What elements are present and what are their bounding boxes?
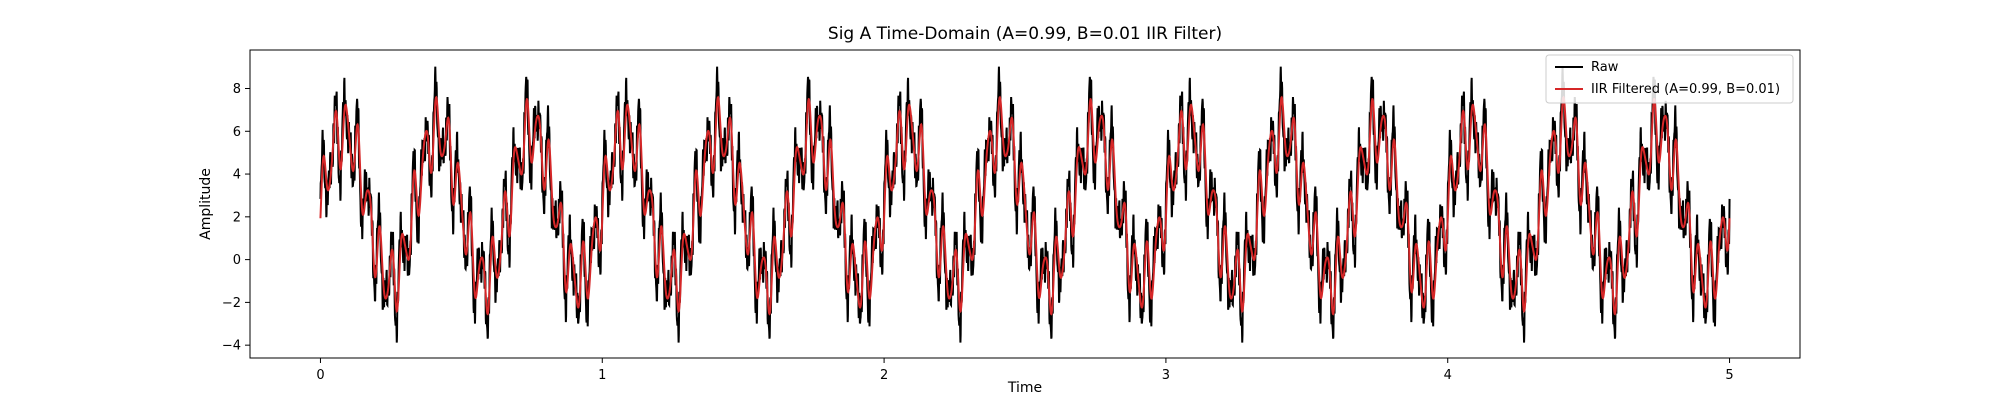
- y-tick-label: 8: [233, 82, 241, 97]
- x-tick-label: 1: [598, 368, 606, 383]
- plot-area: [249, 49, 1801, 359]
- filtered-series-line: [319, 95, 1731, 316]
- x-tick-label: 3: [1162, 368, 1170, 383]
- y-tick-label: 0: [233, 253, 241, 268]
- legend-label-filtered: IIR Filtered (A=0.99, B=0.01): [1591, 82, 1780, 97]
- x-tick-label: 5: [1725, 368, 1733, 383]
- y-axis-label: Amplitude: [198, 168, 214, 240]
- y-tick-label: 6: [233, 125, 241, 140]
- x-tick-label: 0: [316, 368, 324, 383]
- plot-frame: [249, 49, 1801, 359]
- chart-title: Sig A Time-Domain (A=0.99, B=0.01 IIR Fi…: [828, 24, 1222, 44]
- x-tick-label: 2: [880, 368, 888, 383]
- x-axis: 0 1 2 3 4 5: [316, 358, 1734, 383]
- y-tick-label: −2: [222, 296, 241, 311]
- y-axis: −4 −2 0 2 4 6 8: [222, 82, 250, 354]
- y-tick-label: 2: [233, 210, 241, 225]
- x-axis-label: Time: [1007, 380, 1042, 396]
- legend-label-raw: Raw: [1591, 60, 1619, 75]
- legend: Raw IIR Filtered (A=0.99, B=0.01): [1545, 54, 1794, 104]
- x-tick-label: 4: [1444, 368, 1452, 383]
- y-tick-label: 4: [233, 168, 241, 183]
- y-tick-label: −4: [222, 339, 241, 354]
- legend-box: [1545, 54, 1794, 104]
